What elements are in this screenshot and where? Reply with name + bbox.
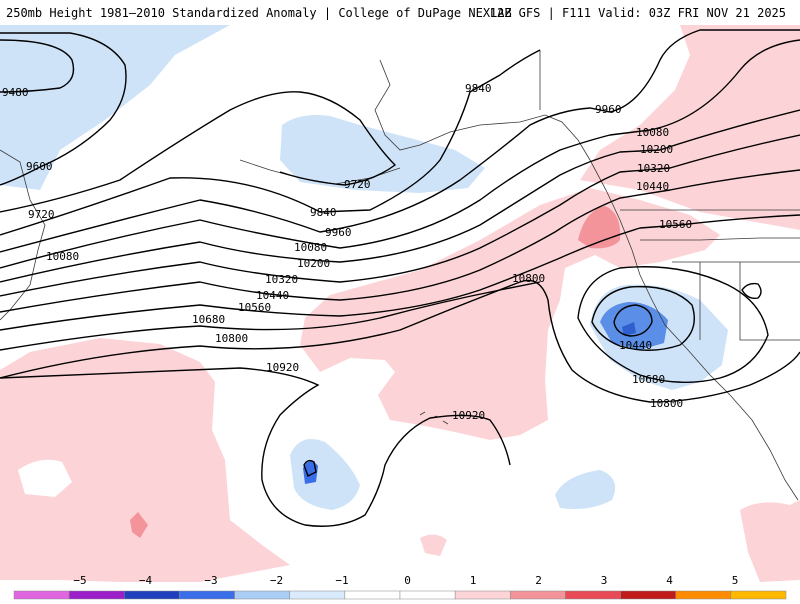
contour-label: 9720 <box>344 178 371 191</box>
colorbar-tick-label: −2 <box>270 574 283 587</box>
contour-label: 9960 <box>595 103 622 116</box>
colorbar-swatch <box>234 590 290 600</box>
contour-9960 <box>0 29 800 253</box>
contour-9600 <box>0 32 127 186</box>
contour-10680 <box>0 281 541 351</box>
map-title: 250mb Height 1981–2010 Standardized Anom… <box>6 6 512 20</box>
anomaly-negative-alaska-gulf <box>280 115 485 193</box>
colorbar-swatch <box>13 590 70 600</box>
contour-10560 <box>0 214 800 331</box>
contour-label: 9480 <box>2 86 29 99</box>
colorbar-tick-label: −5 <box>73 574 86 587</box>
colorbar-tick-label: 3 <box>601 574 608 587</box>
colorbar-swatch <box>565 590 621 600</box>
contour-low-hawaii <box>303 459 317 477</box>
contour-10440 <box>0 169 800 313</box>
anomaly-positive-gap <box>18 459 72 497</box>
anomaly-positive-west-pacific-core <box>130 512 148 538</box>
colorbar-swatch <box>68 590 125 600</box>
contour-10200 <box>0 109 800 283</box>
contour-label: 10200 <box>297 257 330 270</box>
contour-label: 10440 <box>619 339 652 352</box>
contour-label: 10440 <box>636 180 669 193</box>
colorbar-swatch <box>344 590 401 600</box>
contour-label: 10920 <box>452 409 485 422</box>
contour-label: 9720 <box>28 208 55 221</box>
colorbar-swatch <box>620 590 676 600</box>
anomaly-positive-pacific-ridge <box>300 188 720 440</box>
anomaly-negative-aleutian-west <box>0 25 230 190</box>
contour-label: 10200 <box>640 143 673 156</box>
anomaly-colorbar: −5 −4 −3 −2 −1 0 1 2 3 4 5 <box>0 571 800 600</box>
colorbar-swatch <box>289 590 346 600</box>
colorbar-svg: −5 −4 −3 −2 −1 0 1 2 3 4 5 <box>13 574 787 600</box>
contour-label: 10320 <box>637 162 670 175</box>
asia-coastline <box>0 149 46 321</box>
contour-label: 10800 <box>650 397 683 410</box>
colorbar-tick-label: 0 <box>404 574 411 587</box>
contour-label: 10920 <box>266 361 299 374</box>
contour-interior-closed <box>741 282 762 300</box>
contour-9840 <box>0 49 541 236</box>
anomaly-positive-south-small <box>420 534 447 556</box>
contour-10080 <box>0 39 800 269</box>
contour-label: 9840 <box>310 206 337 219</box>
map-header: 250mb Height 1981–2010 Standardized Anom… <box>0 0 800 22</box>
contour-label: 10080 <box>294 241 327 254</box>
colorbar-swatch <box>730 590 787 600</box>
anomaly-positive-southeast <box>740 500 800 582</box>
colorbar-swatch <box>124 590 180 600</box>
contour-label: 10800 <box>512 272 545 285</box>
anomaly-negative-hawaii-low <box>290 438 360 510</box>
colorbar-tick-label: 1 <box>470 574 477 587</box>
contour-label: 10560 <box>238 301 271 314</box>
contour-label: 9840 <box>465 82 492 95</box>
contour-low-california-mid <box>591 285 695 351</box>
colorbar-tick-label: −3 <box>204 574 217 587</box>
colorbar-tick-label: 5 <box>732 574 739 587</box>
colorbar-swatches <box>13 590 787 600</box>
north-america-coast <box>619 219 799 501</box>
mountain-region-border <box>640 237 800 341</box>
anomaly-map: 9480 9600 9720 9720 9840 9840 9960 9960 … <box>0 22 800 582</box>
contour-9480 <box>0 39 75 93</box>
contour-label: 10440 <box>256 289 289 302</box>
contour-label: 10560 <box>659 218 692 231</box>
colorbar-swatch <box>675 590 732 600</box>
contour-label: 10080 <box>46 250 79 263</box>
contour-label: 10800 <box>215 332 248 345</box>
height-contours <box>0 29 800 527</box>
alaska-coastline <box>374 59 621 221</box>
colorbar-tick-label: −4 <box>139 574 153 587</box>
contour-label: 10080 <box>636 126 669 139</box>
colorbar-swatch <box>510 590 566 600</box>
contour-label: 9600 <box>26 160 53 173</box>
contour-label: 9960 <box>325 226 352 239</box>
contour-label: 10320 <box>265 273 298 286</box>
contour-10920 <box>0 367 511 527</box>
anomaly-negative-south <box>555 470 616 509</box>
contour-labels: 9480 9600 9720 9720 9840 9840 9960 9960 … <box>2 82 692 422</box>
contour-low-california-outer <box>577 266 769 384</box>
map-svg: 9480 9600 9720 9720 9840 9840 9960 9960 … <box>0 25 800 582</box>
colorbar-tick-label: −1 <box>335 574 348 587</box>
anomaly-positive-west-pacific <box>0 338 290 582</box>
anomaly-positive-northeast <box>580 25 800 230</box>
colorbar-tick-label: 4 <box>666 574 673 587</box>
contour-9720-west <box>0 91 397 213</box>
contour-label: 10680 <box>632 373 665 386</box>
colorbar-ticks: −5 −4 −3 −2 −1 0 1 2 3 4 5 <box>73 574 738 587</box>
contour-10800 <box>0 279 800 403</box>
canada-us-border <box>539 50 800 211</box>
colorbar-tick-label: 2 <box>535 574 542 587</box>
contour-10320 <box>0 134 800 297</box>
model-run-info: 12Z GFS | F111 Valid: 03Z FRI NOV 21 202… <box>489 6 786 20</box>
colorbar-swatch <box>454 590 511 600</box>
contour-low-california-inner <box>613 304 653 337</box>
colorbar-swatch <box>179 590 235 600</box>
contour-label: 10680 <box>192 313 225 326</box>
anomaly-negative-california-deep <box>622 322 636 336</box>
colorbar-swatch <box>399 590 456 600</box>
